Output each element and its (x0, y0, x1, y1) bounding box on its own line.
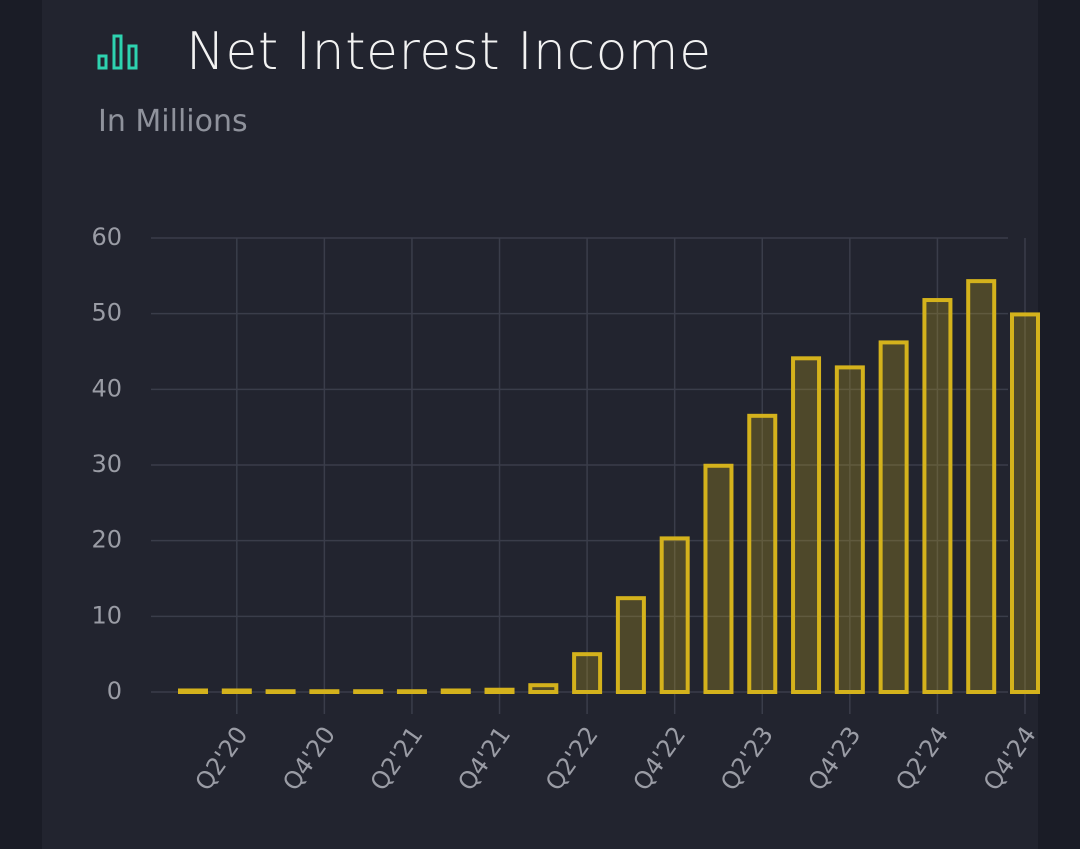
x-tick-label: Q2'20 (190, 721, 254, 795)
y-tick-label: 30 (91, 450, 122, 478)
bar (265, 689, 296, 695)
x-tick-label: Q4'22 (628, 721, 692, 795)
bar (922, 298, 953, 694)
chart-icon (97, 34, 138, 70)
bar (396, 689, 427, 695)
bar (440, 688, 471, 695)
x-tick-label: Q4'24 (978, 721, 1042, 795)
bar (309, 689, 340, 695)
chart-title: Net Interest Income (186, 22, 712, 82)
x-tick-label: Q2'22 (540, 721, 604, 795)
bar (615, 596, 646, 695)
bar (484, 687, 515, 694)
bar (1010, 312, 1040, 694)
y-tick-label: 20 (91, 526, 122, 554)
x-tick-label: Q4'20 (277, 721, 341, 795)
bar (528, 683, 559, 695)
x-tick-label: Q2'23 (715, 721, 779, 795)
chart-subtitle: In Millions (98, 104, 248, 139)
y-tick-label: 60 (91, 223, 122, 251)
bar (703, 463, 734, 694)
bar (878, 340, 909, 694)
bar (791, 356, 822, 694)
bar (966, 279, 997, 694)
x-tick-label: Q2'21 (365, 721, 429, 795)
bar (659, 536, 690, 694)
x-tick-label: Q4'21 (452, 721, 516, 795)
y-tick-label: 0 (107, 677, 122, 705)
x-tick-label: Q2'24 (890, 721, 954, 795)
bar (834, 365, 865, 694)
x-tick-label: Q4'23 (803, 721, 867, 795)
y-tick-label: 50 (91, 299, 122, 327)
bar (353, 689, 384, 695)
bar (221, 688, 252, 695)
bar (747, 413, 778, 694)
y-tick-label: 10 (91, 601, 122, 629)
bar (572, 652, 603, 695)
bar (178, 688, 208, 695)
y-tick-label: 40 (91, 374, 122, 402)
card (42, 0, 1038, 849)
